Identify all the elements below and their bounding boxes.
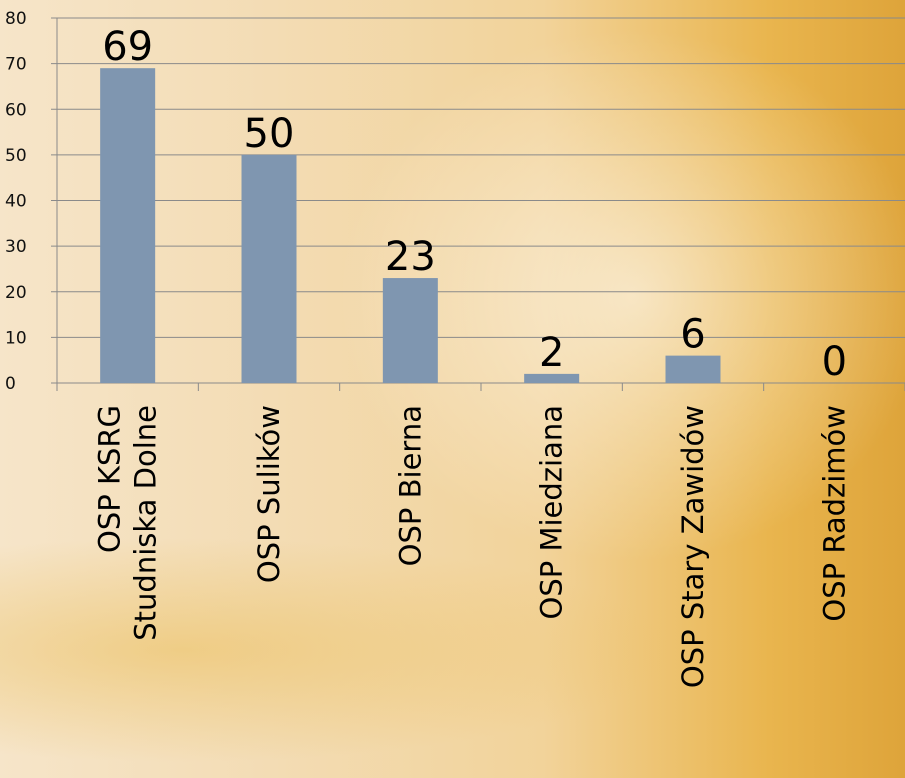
category-label-5: OSP Radzimów bbox=[817, 405, 851, 622]
y-tick-label-0: 0 bbox=[5, 374, 16, 394]
data-labels: 69 50 23 2 6 0 bbox=[102, 24, 847, 385]
category-label-0: OSP KSRG Studniska Dolne bbox=[93, 405, 163, 641]
data-label-4: 6 bbox=[680, 312, 705, 358]
category-label-line: OSP Miedziana bbox=[535, 405, 569, 619]
y-tick-label-50: 50 bbox=[5, 146, 27, 166]
category-label-4: OSP Stary Zawidów bbox=[676, 405, 710, 688]
axes bbox=[56, 18, 905, 391]
data-label-5: 0 bbox=[822, 339, 847, 385]
data-label-0: 69 bbox=[102, 24, 153, 70]
y-tick-label-20: 20 bbox=[5, 283, 27, 303]
bar-4 bbox=[665, 355, 721, 383]
category-label-2: OSP Bierna bbox=[393, 405, 427, 566]
category-labels: OSP KSRG Studniska Dolne OSP Sulików OSP Bi… bbox=[93, 405, 852, 688]
category-label-3: OSP Miedziana bbox=[535, 405, 569, 619]
category-label-line: OSP Sulików bbox=[252, 405, 286, 583]
category-label-line: Studniska Dolne bbox=[129, 405, 163, 641]
y-tick-label-10: 10 bbox=[5, 328, 27, 348]
gridlines bbox=[51, 17, 905, 384]
category-label-line: OSP Stary Zawidów bbox=[676, 405, 710, 688]
bars bbox=[100, 68, 721, 383]
y-tick-labels: 0 10 20 30 40 50 60 70 80 bbox=[5, 9, 27, 394]
category-label-line: OSP Radzimów bbox=[817, 405, 851, 622]
y-tick-label-60: 60 bbox=[5, 100, 27, 120]
category-label-line: OSP KSRG bbox=[93, 405, 127, 553]
y-tick-label-80: 80 bbox=[5, 9, 27, 29]
data-label-1: 50 bbox=[244, 111, 295, 157]
bar-2 bbox=[382, 278, 438, 383]
data-label-3: 2 bbox=[539, 330, 564, 376]
bar-3 bbox=[524, 373, 580, 383]
y-tick-label-70: 70 bbox=[5, 55, 27, 75]
category-label-line: OSP Bierna bbox=[393, 405, 427, 566]
bar-1 bbox=[241, 154, 297, 383]
y-tick-label-40: 40 bbox=[5, 192, 27, 212]
category-label-1: OSP Sulików bbox=[252, 405, 286, 583]
data-label-2: 23 bbox=[385, 234, 436, 280]
y-tick-label-30: 30 bbox=[5, 237, 27, 257]
bar-0 bbox=[100, 68, 156, 383]
